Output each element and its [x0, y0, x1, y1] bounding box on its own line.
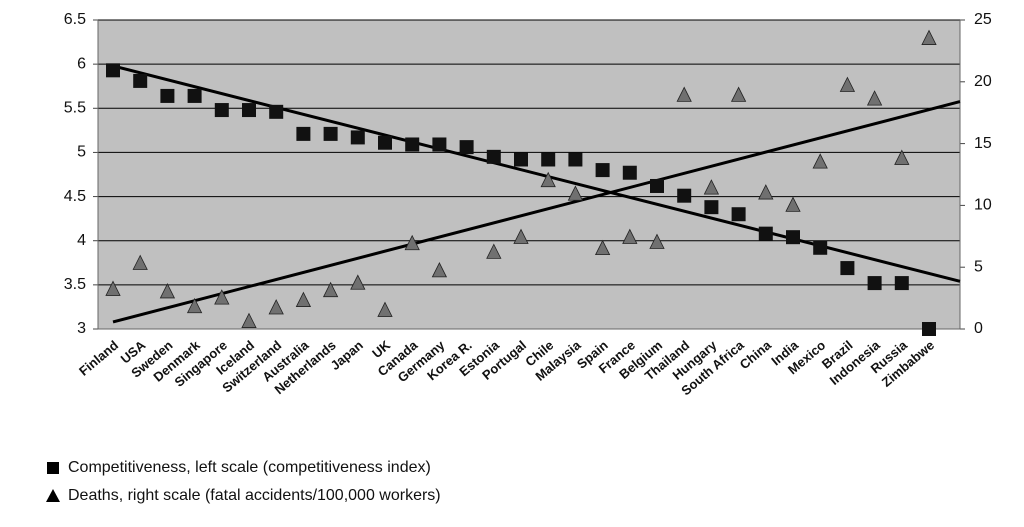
square-marker [758, 226, 773, 241]
triangle-marker [268, 299, 284, 315]
y-tick-label: 4 [77, 232, 86, 249]
triangle-marker [894, 149, 910, 165]
square-marker [486, 149, 501, 164]
triangle-marker [758, 184, 774, 200]
square-marker [323, 126, 338, 141]
y-tick-label: 6 [77, 55, 86, 72]
square-marker [514, 152, 528, 167]
triangle-marker [730, 86, 747, 102]
legend-label: Competitiveness, left scale (competitive… [68, 459, 431, 476]
legend-label: Deaths, right scale (fatal accidents/100… [68, 487, 441, 504]
triangle-marker [132, 254, 148, 270]
triangle-marker [540, 171, 556, 188]
triangle-marker [377, 301, 393, 317]
triangle-marker [703, 179, 720, 195]
triangle-marker [676, 86, 692, 102]
y2-tick-label: 15 [974, 135, 992, 152]
square-marker [786, 230, 800, 245]
triangle-marker [921, 29, 937, 45]
square-marker [867, 276, 882, 291]
y2-tick-label: 25 [974, 11, 992, 28]
square-marker [622, 165, 637, 180]
triangle-marker [486, 243, 502, 259]
square-marker [541, 152, 556, 167]
x-tick-label: China [737, 337, 775, 372]
y-tick-label: 6.5 [64, 11, 86, 28]
triangle-marker [866, 90, 883, 106]
triangle-marker [186, 297, 203, 314]
square-marker [432, 137, 447, 152]
square-marker [704, 200, 719, 215]
triangle-marker [295, 291, 312, 307]
square-marker [242, 103, 256, 118]
triangle-marker [622, 228, 638, 244]
triangle-marker [159, 283, 176, 299]
y-tick-label: 3.5 [64, 276, 86, 293]
triangle-marker [594, 239, 611, 256]
square-marker [269, 104, 284, 119]
triangle-marker [350, 274, 366, 290]
square-marker [106, 63, 120, 78]
triangle-marker [567, 185, 584, 201]
triangle-marker [839, 76, 856, 92]
y-tick-label: 5 [77, 144, 86, 161]
square-marker [405, 137, 420, 152]
square-marker [677, 188, 692, 203]
square-marker [350, 130, 365, 145]
square-marker [813, 240, 828, 255]
square-marker [568, 152, 583, 167]
triangle-marker [785, 196, 801, 212]
y2-tick-label: 0 [974, 320, 983, 337]
triangle-marker [241, 312, 257, 328]
x-tick-label: Finland [76, 337, 121, 378]
square-marker [214, 103, 229, 118]
triangle-marker [513, 228, 529, 244]
triangle-marker [649, 233, 665, 249]
square-marker [378, 135, 392, 150]
plot-area [98, 20, 960, 329]
triangle-marker [404, 234, 420, 251]
triangle-marker [431, 262, 448, 278]
legend-symbol [47, 462, 59, 474]
square-marker [296, 126, 311, 141]
triangle-marker [322, 281, 339, 298]
y2-tick-label: 5 [974, 258, 983, 275]
square-marker [133, 73, 148, 88]
square-marker [731, 207, 746, 222]
square-marker [595, 163, 610, 178]
legend-symbol [46, 489, 60, 502]
square-marker [459, 140, 474, 155]
square-marker [160, 88, 175, 103]
square-marker [922, 322, 936, 336]
y2-tick-label: 10 [974, 197, 992, 214]
triangle-marker [105, 280, 121, 296]
y-tick-label: 4.5 [64, 188, 86, 205]
square-marker [894, 276, 909, 291]
y-tick-label: 3 [77, 320, 86, 337]
y-tick-label: 5.5 [64, 100, 86, 117]
square-marker [650, 178, 664, 193]
square-marker [840, 261, 855, 276]
trend-line [112, 100, 961, 324]
square-marker [187, 88, 202, 103]
y2-tick-label: 20 [974, 73, 992, 90]
triangle-marker [214, 289, 230, 305]
triangle-marker [812, 153, 828, 169]
